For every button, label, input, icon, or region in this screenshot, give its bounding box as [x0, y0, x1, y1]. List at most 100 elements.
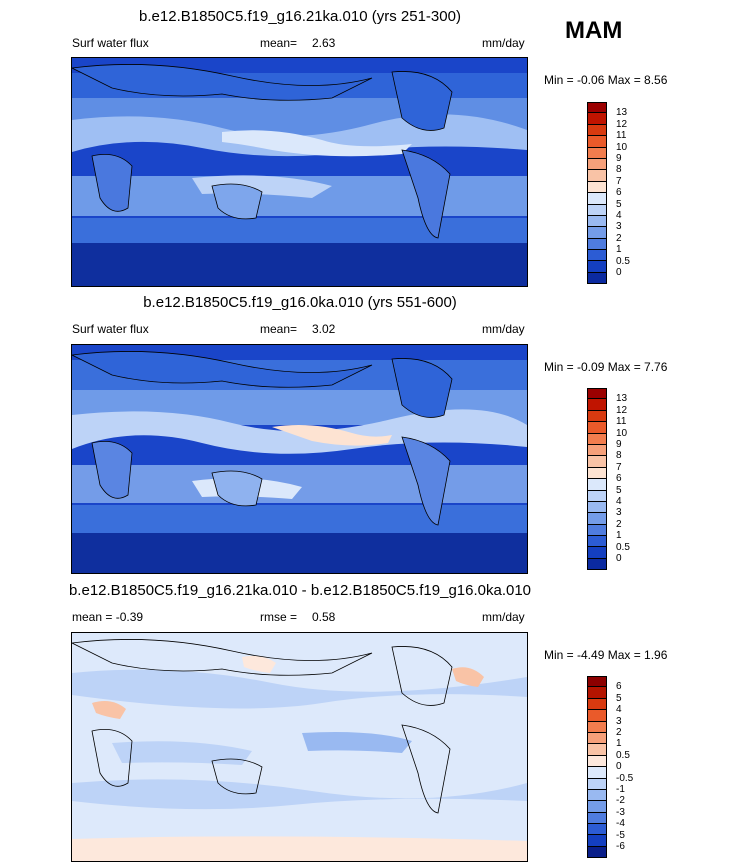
- colorbar-swatch: [587, 824, 607, 836]
- colorbar-swatch: [587, 227, 607, 239]
- colorbar-swatch: [587, 698, 607, 711]
- colorbar-tick-label: 5: [616, 484, 622, 496]
- panel-2-minmax: Min = -0.09 Max = 7.76: [544, 360, 668, 374]
- colorbar-tick-label: 7: [616, 175, 622, 187]
- colorbar-tick-label: 11: [616, 416, 627, 428]
- colorbar-swatch: [587, 778, 607, 790]
- colorbar-swatch: [587, 422, 607, 434]
- colorbar-swatch: [587, 388, 607, 400]
- colorbar-swatch: [587, 744, 607, 756]
- colorbar-tick-label: 13: [616, 107, 628, 119]
- colorbar-swatch: [587, 755, 607, 768]
- panel-1-colorbar: [587, 102, 607, 285]
- colorbar-tick-label: 0.5: [616, 255, 630, 267]
- colorbar-swatch: [587, 250, 607, 262]
- colorbar-tick-label: -5: [616, 829, 625, 841]
- colorbar-swatch: [587, 536, 607, 548]
- colorbar-tick-label: -3: [616, 806, 625, 818]
- colorbar-tick-label: 4: [616, 210, 622, 221]
- panel-1-title: b.e12.B1850C5.f19_g16.21ka.010 (yrs 251-…: [139, 8, 461, 25]
- panel-2-mean-label: mean=: [260, 322, 298, 336]
- colorbar-tick-label: 1: [616, 244, 622, 256]
- colorbar-swatch: [587, 558, 607, 571]
- colorbar-swatch: [587, 789, 607, 802]
- panel-3-units: mm/day: [482, 610, 525, 624]
- colorbar-tick-label: 12: [616, 404, 628, 416]
- panel-1-units: mm/day: [482, 36, 525, 50]
- colorbar-swatch: [587, 193, 607, 205]
- colorbar-tick-label: 10: [616, 427, 628, 439]
- colorbar-tick-label: 9: [616, 439, 622, 450]
- colorbar-swatch: [587, 136, 607, 148]
- colorbar-tick-label: 4: [616, 496, 622, 507]
- panel-3-minmax: Min = -4.49 Max = 1.96: [544, 648, 668, 662]
- colorbar-swatch: [587, 158, 607, 171]
- colorbar-swatch: [587, 732, 607, 745]
- colorbar-tick-label: 6: [616, 187, 622, 199]
- colorbar-tick-label: 6: [616, 473, 622, 485]
- colorbar-tick-label: -1: [616, 784, 625, 795]
- colorbar-swatch: [587, 710, 607, 722]
- colorbar-tick-label: -0.5: [616, 772, 634, 784]
- colorbar-swatch: [587, 444, 607, 457]
- panel-2-title: b.e12.B1850C5.f19_g16.0ka.010 (yrs 551-6…: [143, 294, 457, 311]
- colorbar-tick-label: 2: [616, 727, 622, 738]
- colorbar-tick-label: -2: [616, 795, 625, 807]
- colorbar-swatch: [587, 767, 607, 779]
- colorbar-swatch: [587, 113, 607, 125]
- colorbar-tick-label: 10: [616, 141, 628, 153]
- colorbar-tick-label: 6: [616, 681, 622, 693]
- colorbar-swatch: [587, 676, 607, 688]
- colorbar-swatch: [587, 170, 607, 182]
- colorbar-swatch: [587, 687, 607, 699]
- colorbar-swatch: [587, 272, 607, 285]
- colorbar-tick-label: -4: [616, 818, 625, 830]
- colorbar-swatch: [587, 102, 607, 114]
- colorbar-tick-label: 11: [616, 130, 627, 142]
- colorbar-tick-label: 2: [616, 232, 622, 244]
- colorbar-swatch: [587, 215, 607, 228]
- panel-3-map: [71, 632, 528, 862]
- colorbar-swatch: [587, 410, 607, 423]
- colorbar-tick-label: 0.5: [616, 541, 630, 553]
- colorbar-swatch: [587, 547, 607, 559]
- colorbar-swatch: [587, 846, 607, 859]
- panel-1-mean-label: mean=: [260, 36, 298, 50]
- colorbar-tick-label: 7: [616, 461, 622, 473]
- colorbar-swatch: [587, 261, 607, 273]
- colorbar-tick-label: 5: [616, 198, 622, 210]
- colorbar-tick-label: 9: [616, 153, 622, 164]
- colorbar-swatch: [587, 801, 607, 813]
- colorbar-tick-label: 0: [616, 267, 622, 278]
- colorbar-tick-label: 3: [616, 715, 622, 727]
- colorbar-tick-label: 1: [616, 530, 622, 542]
- panel-3-rmse-label: rmse =: [260, 610, 298, 624]
- panel-2-mean-value: 3.02: [312, 322, 336, 336]
- colorbar-swatch: [587, 433, 607, 445]
- colorbar-tick-label: 3: [616, 507, 622, 519]
- panel-2-units: mm/day: [482, 322, 525, 336]
- colorbar-tick-label: 4: [616, 704, 622, 716]
- panel-2-map: [71, 344, 528, 574]
- colorbar-swatch: [587, 147, 607, 159]
- colorbar-tick-label: 12: [616, 118, 628, 130]
- panel-3-mean-label: mean = -0.39: [72, 610, 144, 624]
- colorbar-tick-label: 1: [616, 738, 622, 750]
- colorbar-swatch: [587, 124, 607, 137]
- colorbar-tick-label: 5: [616, 692, 622, 704]
- panel-3-rmse-value: 0.58: [312, 610, 336, 624]
- colorbar-swatch: [587, 812, 607, 825]
- panel-2-variable-label: Surf water flux: [72, 322, 149, 336]
- colorbar-swatch: [587, 835, 607, 847]
- colorbar-swatch: [587, 501, 607, 514]
- colorbar-tick-label: -6: [616, 841, 625, 852]
- colorbar-swatch: [587, 181, 607, 194]
- panel-3-colorbar: [587, 676, 607, 859]
- panel-1-minmax: Min = -0.06 Max = 8.56: [544, 73, 668, 87]
- colorbar-swatch: [587, 399, 607, 411]
- colorbar-tick-label: 13: [616, 393, 628, 405]
- panel-2-colorbar: [587, 388, 607, 571]
- panel-3-title: b.e12.B1850C5.f19_g16.21ka.010 - b.e12.B…: [68, 582, 532, 599]
- colorbar-swatch: [587, 524, 607, 537]
- colorbar-swatch: [587, 721, 607, 733]
